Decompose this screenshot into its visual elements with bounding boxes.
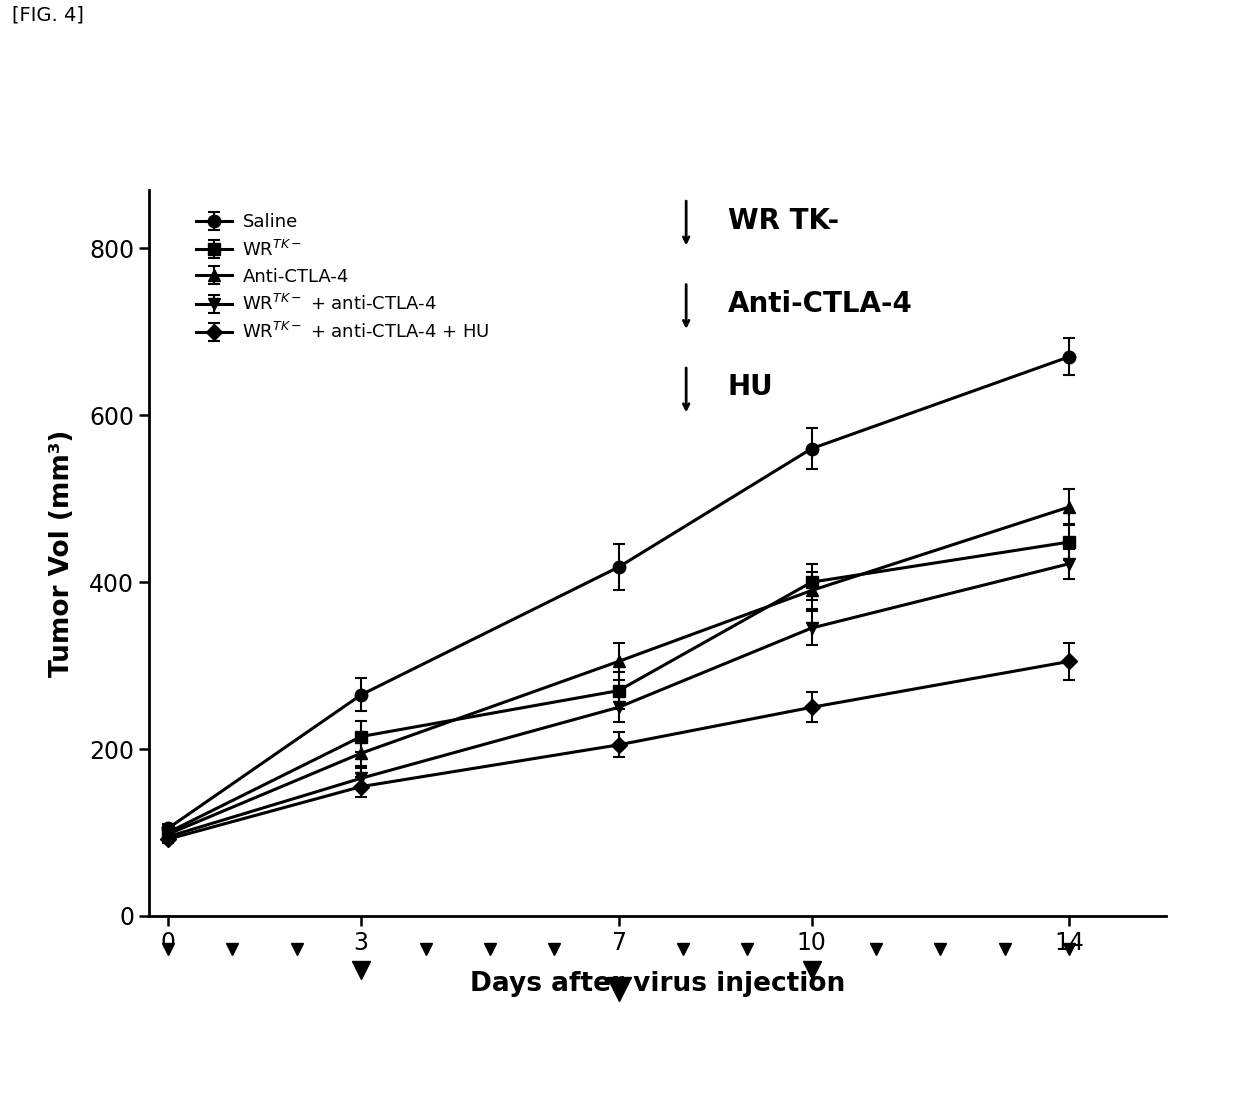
Y-axis label: Tumor Vol (mm³): Tumor Vol (mm³) [50, 429, 76, 677]
Text: [FIG. 4]: [FIG. 4] [12, 6, 84, 25]
Legend: Saline, WR$^{TK-}$, Anti-CTLA-4, WR$^{TK-}$ + anti-CTLA-4, WR$^{TK-}$ + anti-CTL: Saline, WR$^{TK-}$, Anti-CTLA-4, WR$^{TK… [188, 207, 497, 350]
Text: WR TK-: WR TK- [728, 207, 839, 235]
X-axis label: Days after virus injection: Days after virus injection [470, 971, 844, 997]
Text: Anti-CTLA-4: Anti-CTLA-4 [728, 290, 913, 318]
Text: HU: HU [728, 373, 774, 401]
